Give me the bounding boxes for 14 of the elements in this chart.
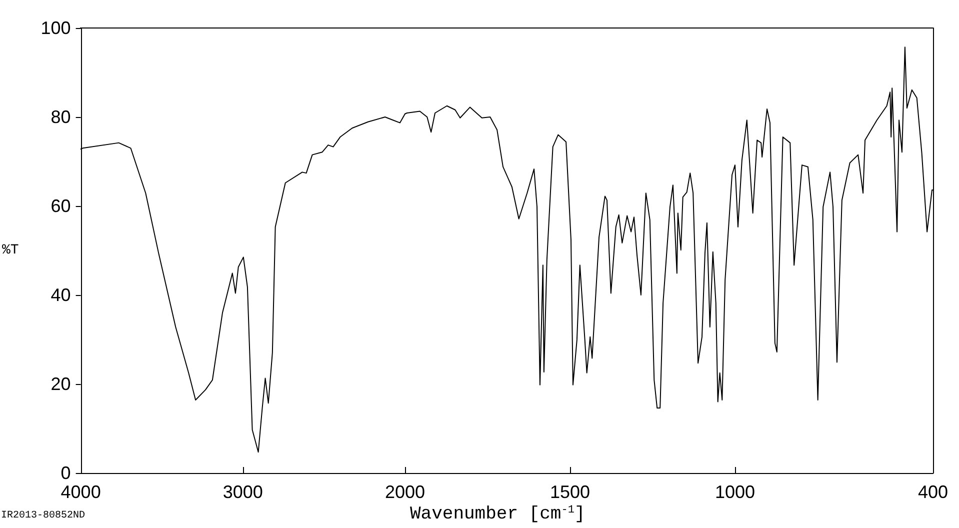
y-axis-title: %T (2, 242, 19, 258)
x-tick-label: 400 (918, 482, 948, 502)
y-tick-label: 20 (50, 374, 71, 394)
text: IR2013-80852ND (1, 510, 86, 522)
y-tick-label: 40 (50, 285, 71, 305)
x-tick-label: 3000 (222, 482, 263, 502)
y-tick-label: 0 (60, 463, 71, 483)
y-tick-label: 80 (50, 107, 71, 127)
x-tick-label: 2000 (384, 482, 426, 502)
x-tick-label: 4000 (60, 482, 101, 502)
x-tick-label: 1000 (714, 482, 756, 502)
y-tick-label: 60 (50, 196, 71, 216)
y-tick-label: 100 (40, 18, 71, 38)
x-tick-label: 1500 (550, 482, 590, 502)
